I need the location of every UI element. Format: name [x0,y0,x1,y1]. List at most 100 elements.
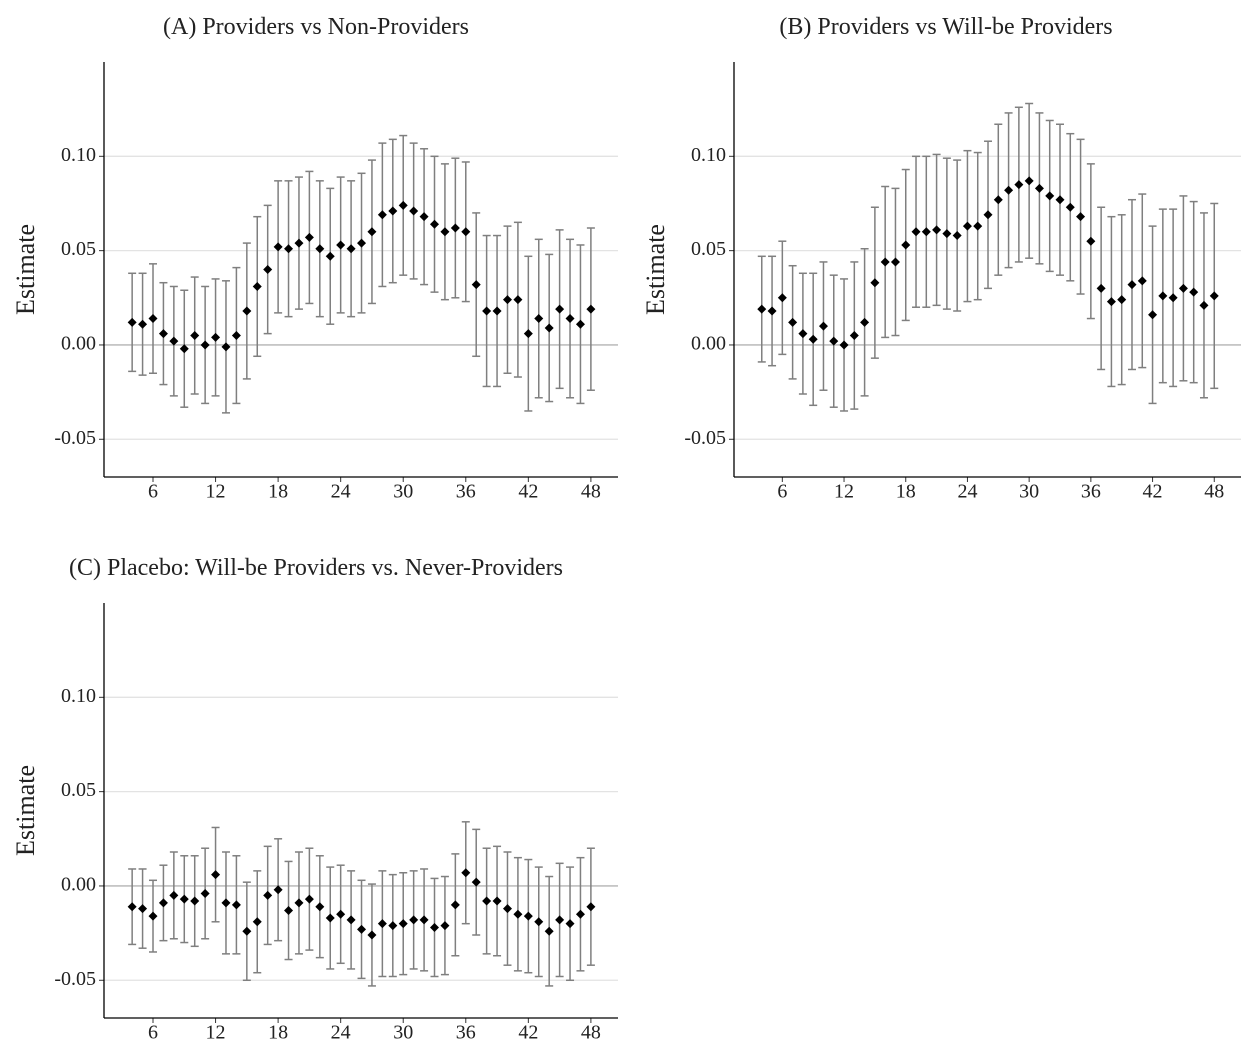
x-tick-label: 30 [393,481,413,503]
point [1178,283,1188,293]
x-tick-label: 36 [1081,481,1101,503]
point [544,323,554,333]
point [325,913,335,923]
point [200,340,210,350]
point [1065,202,1075,212]
x-tick-label: 24 [331,1022,351,1044]
point [973,221,983,231]
point [200,889,210,898]
point [148,911,158,921]
point [523,911,533,921]
point [482,306,492,316]
point [430,922,440,932]
point [284,905,294,915]
point [1034,183,1044,193]
point [901,240,911,250]
point [190,331,200,341]
x-tick-label: 18 [268,481,288,503]
point [263,265,273,274]
point [829,336,839,346]
point [1106,297,1116,307]
point [304,232,314,242]
point [367,930,377,940]
x-tick-label: 48 [581,481,601,503]
point [880,257,890,267]
point [419,212,429,222]
point [993,195,1003,205]
point [911,227,921,237]
point [357,924,367,934]
point [534,314,544,324]
point [284,244,294,254]
point [818,321,828,331]
point [461,227,471,237]
point [221,898,231,908]
panel: (A) Providers vs Non-Providers Estimate -0… [11,14,618,503]
y-tick-label: -0.05 [684,427,726,449]
point [1137,276,1147,286]
point [513,909,523,919]
point [513,295,523,305]
point [179,344,189,354]
x-tick-label: 48 [581,1022,601,1044]
point [179,894,189,904]
point [190,896,200,906]
x-tick-label: 36 [456,481,476,503]
point [849,331,859,341]
x-tick-label: 24 [331,481,351,503]
point [169,890,179,900]
x-tick-label: 48 [1204,481,1224,503]
panel: (B) Providers vs Will-be Providers Estima… [641,14,1241,503]
point [419,915,429,925]
point [1076,212,1086,222]
y-axis-label: Estimate [11,765,40,856]
y-tick-label: 0.05 [61,238,96,260]
point [952,231,962,241]
point [565,919,575,929]
point [346,915,356,925]
point [839,340,849,350]
point [1014,180,1024,190]
point [1158,291,1168,301]
point [1096,283,1106,293]
point [304,894,314,904]
point [398,919,408,929]
point [798,329,808,339]
panel-title: (C) Placebo: Will-be Providers vs. Never… [69,555,563,581]
x-tick-label: 36 [456,1022,476,1044]
point [492,896,502,906]
point [890,257,900,267]
point [555,304,565,314]
panel-title: (A) Providers vs Non-Providers [163,14,469,40]
y-tick-label: -0.05 [54,427,96,449]
point [461,868,471,878]
point [409,206,419,216]
point [158,329,168,339]
x-tick-label: 12 [206,481,226,503]
point [534,917,544,927]
point [346,244,356,254]
point [962,221,972,231]
x-tick-label: 42 [518,481,538,503]
point [586,902,596,912]
point [211,870,221,880]
point [357,238,367,248]
point [440,227,450,237]
point [450,900,460,910]
x-tick-label: 6 [148,1022,158,1044]
x-tick-label: 6 [148,481,158,503]
x-tick-label: 12 [834,481,854,503]
point [502,295,512,305]
y-tick-label: 0.05 [691,238,726,260]
point [409,915,419,925]
point [315,902,325,912]
y-tick-label: 0.05 [61,779,96,801]
point [336,909,346,919]
point [231,900,241,910]
point [757,304,767,314]
y-tick-label: 0.10 [691,144,726,166]
y-tick-label: 0.00 [61,333,96,355]
point [242,306,252,316]
point [860,317,870,327]
point [377,919,387,929]
